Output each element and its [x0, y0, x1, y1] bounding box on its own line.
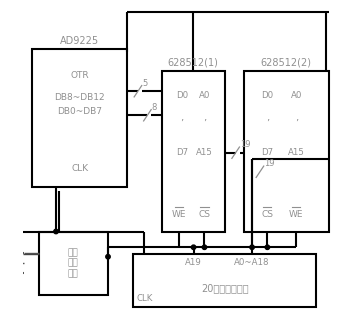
Bar	[133, 253, 316, 307]
Bar	[162, 71, 225, 232]
Bar	[32, 49, 127, 187]
Text: 8: 8	[152, 103, 157, 112]
Text: A19: A19	[185, 258, 202, 267]
Text: CLK: CLK	[136, 294, 152, 303]
Circle shape	[202, 245, 206, 249]
Circle shape	[191, 245, 196, 249]
Text: ’: ’	[266, 119, 269, 129]
Text: 628512(1): 628512(1)	[168, 58, 218, 68]
Text: CLK: CLK	[71, 164, 88, 173]
Text: ’: ’	[203, 119, 206, 129]
Text: A15: A15	[196, 148, 213, 157]
Text: CS: CS	[199, 210, 210, 219]
Text: 5: 5	[142, 79, 147, 88]
Text: D7: D7	[176, 148, 188, 157]
Text: CS: CS	[261, 210, 273, 219]
Circle shape	[265, 245, 270, 249]
Text: 19: 19	[264, 159, 274, 169]
Bar	[39, 232, 108, 294]
Circle shape	[54, 229, 58, 234]
Text: WE: WE	[289, 210, 304, 219]
Text: A0~A18: A0~A18	[234, 258, 270, 267]
Circle shape	[106, 254, 110, 259]
Text: ’: ’	[295, 119, 298, 129]
Bar	[244, 71, 329, 232]
Text: OTR: OTR	[70, 71, 89, 80]
Text: D0: D0	[261, 92, 273, 100]
Text: 19: 19	[240, 140, 250, 149]
Text: ’: ’	[180, 119, 183, 129]
Text: AD9225: AD9225	[60, 36, 99, 46]
Text: DB8~DB12: DB8~DB12	[54, 93, 105, 102]
Text: A0: A0	[199, 92, 210, 100]
Text: D0: D0	[176, 92, 188, 100]
Text: 逻辑
控制
电路: 逻辑 控制 电路	[68, 248, 79, 278]
Text: DB0~DB7: DB0~DB7	[57, 107, 102, 116]
Circle shape	[250, 245, 254, 249]
Text: 20位地址发生器: 20位地址发生器	[201, 283, 248, 294]
Text: 628512(2): 628512(2)	[261, 58, 312, 68]
Text: D7: D7	[261, 148, 273, 157]
Text: WE: WE	[172, 210, 187, 219]
Text: A15: A15	[288, 148, 305, 157]
Text: A0: A0	[291, 92, 302, 100]
